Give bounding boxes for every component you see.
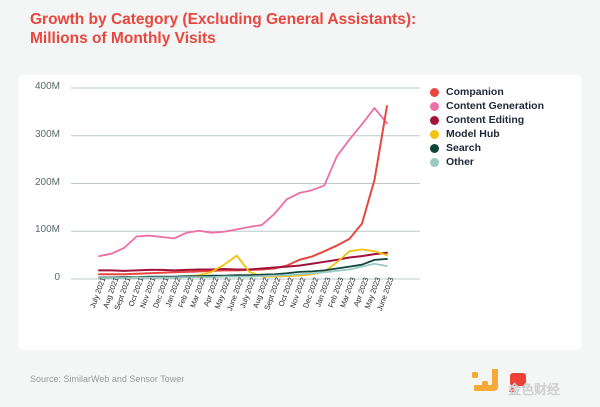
svg-text:金色财经: 金色财经 [507, 382, 560, 396]
